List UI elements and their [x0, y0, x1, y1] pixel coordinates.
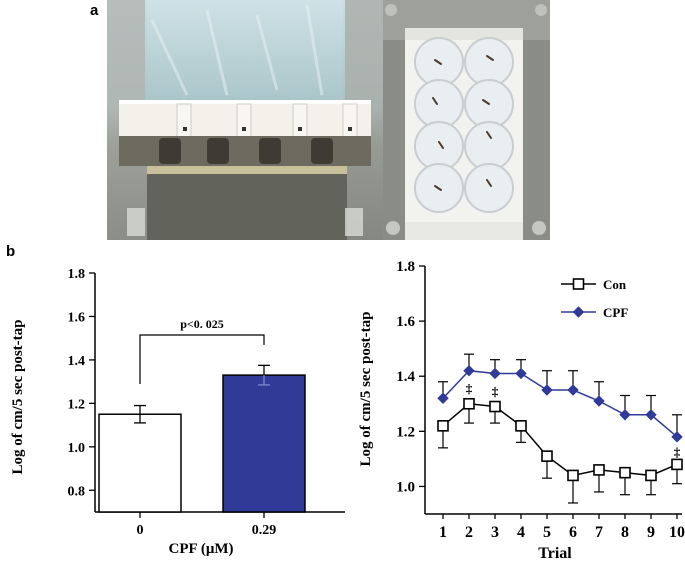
bar-chart: Log of cm/5 sec post-tap 0.8 1.0 1.2 1.4 1.6… — [10, 267, 345, 557]
con-point — [541, 450, 553, 462]
line-chart-ytick-label: 1.8 — [396, 259, 415, 275]
cpf-point — [515, 367, 527, 380]
line-chart-ytick-label: 1.0 — [396, 479, 415, 495]
cpf-point — [671, 431, 683, 443]
line-chart-xtick-label: 7 — [595, 524, 603, 541]
bar-chart-ytick-label: 1.4 — [68, 354, 86, 369]
con-point — [593, 464, 605, 476]
cpf-point — [463, 365, 475, 377]
line-chart-xtick-label: 9 — [647, 524, 655, 541]
line-chart-ylabel: Log of cm/5 sec post-tap — [358, 312, 374, 467]
series-con — [437, 397, 683, 504]
line-chart-xtick-label: 2 — [465, 524, 473, 541]
significance-marker: ‡ — [492, 384, 499, 399]
cpf-point — [437, 392, 449, 404]
cpf-point — [541, 384, 553, 396]
line-chart-ytick-label: 1.6 — [396, 314, 415, 330]
bar-chart-ytick-label: 1.8 — [68, 267, 86, 282]
bar-chart-ytick-label: 1.2 — [68, 397, 86, 412]
wells-top-photo — [383, 0, 550, 240]
bar-chart-ylabel: Log of cm/5 sec post-tap — [10, 320, 26, 475]
con-point — [645, 469, 657, 482]
series-cpf — [437, 353, 683, 443]
con-point — [515, 420, 527, 432]
series-line-con — [442, 402, 678, 477]
line-chart-xtick-label: 10 — [669, 524, 685, 541]
legend-label-con: Con — [603, 277, 627, 292]
panel-label-b: b — [6, 243, 16, 260]
cpf-point — [489, 367, 501, 380]
line-chart-ytick-label: 1.4 — [396, 369, 415, 385]
series-line-cpf — [442, 369, 678, 438]
cpf-point — [567, 384, 579, 396]
cpf-point — [593, 395, 605, 407]
significance-marker: ‡ — [466, 381, 473, 396]
bar-chart-xtick-label: 0 — [137, 523, 144, 538]
line-chart-legend: Con CPF — [561, 277, 628, 320]
con-point — [463, 397, 475, 410]
cpf-point — [619, 409, 631, 421]
bar-0.29 — [222, 374, 306, 513]
panel-label-a: a — [90, 2, 99, 19]
bar-chart-ytick-label: 1.0 — [68, 441, 86, 456]
line-chart: Log of cm/5 sec post-tap 1.0 1.2 1.4 1.6 1.8… — [358, 259, 685, 562]
significance-annotation: p<0. 025 — [180, 317, 224, 331]
line-chart-ytick-label: 1.2 — [396, 424, 415, 440]
line-chart-xtick-label: 3 — [491, 524, 499, 541]
bar-chart-ytick-label: 0.8 — [68, 484, 86, 499]
bar-chart-xlabel: CPF (μM) — [168, 541, 233, 557]
significance-bracket — [139, 334, 265, 384]
line-chart-xlabel: Trial — [538, 545, 572, 562]
line-chart-xtick-label: 8 — [621, 524, 629, 541]
bar-chart-xtick-label: 0.29 — [252, 523, 277, 538]
line-chart-xtick-label: 6 — [569, 524, 577, 541]
con-point — [671, 458, 683, 471]
legend-label-cpf: CPF — [603, 305, 628, 320]
con-point — [572, 278, 585, 290]
cpf-point — [572, 306, 585, 318]
con-point — [489, 400, 501, 413]
cpf-point — [645, 409, 657, 421]
bar-chart-ytick-label: 1.6 — [68, 310, 86, 325]
apparatus-front-photo — [107, 0, 383, 240]
line-chart-xtick-label: 4 — [517, 524, 525, 541]
con-point — [619, 466, 631, 479]
bar-0 — [98, 413, 182, 513]
line-chart-xtick-label: 1 — [439, 524, 447, 541]
con-point — [437, 420, 449, 432]
line-chart-xtick-label: 5 — [543, 524, 551, 541]
significance-marker: ‡ — [674, 445, 681, 460]
con-point — [567, 469, 579, 482]
